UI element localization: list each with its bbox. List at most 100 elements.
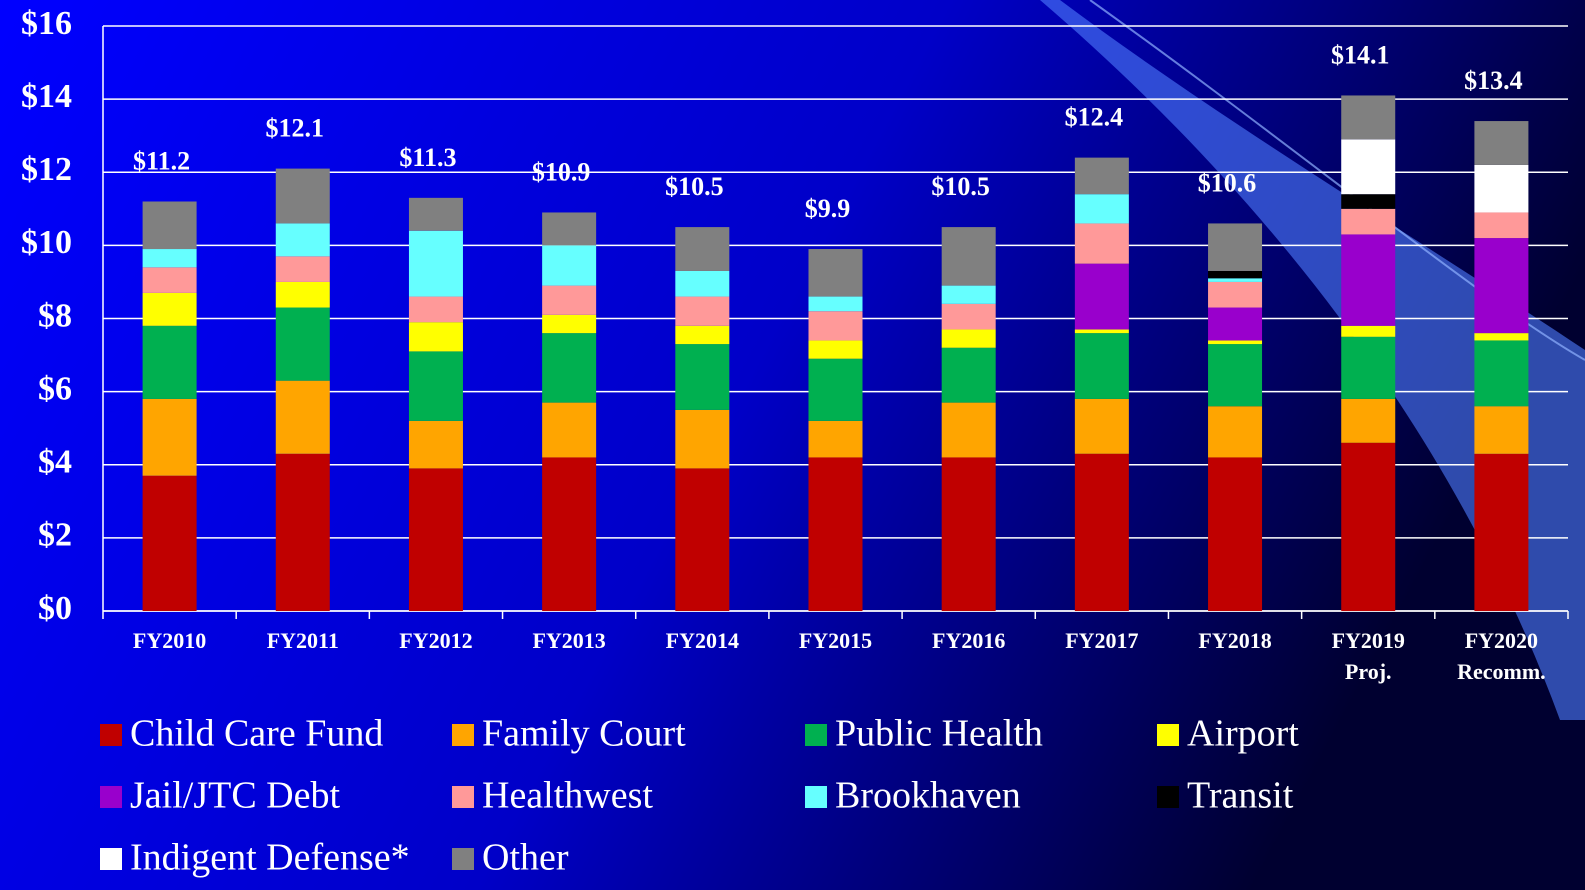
bar-segment [808, 249, 863, 297]
bar-segment [1341, 194, 1396, 209]
bar-segment [275, 168, 330, 224]
bar-segment [675, 325, 730, 345]
bar-segment [142, 267, 197, 293]
x-tick-label: FY2016 [932, 628, 1005, 653]
bar-segment [408, 322, 463, 352]
bar-segment [1074, 333, 1129, 399]
bar-segment [1341, 234, 1396, 326]
bar-segment [542, 402, 597, 458]
legend-swatch [1157, 724, 1179, 746]
bar-segment [808, 457, 863, 611]
legend-swatch [452, 724, 474, 746]
y-tick-label: $0 [38, 590, 72, 627]
bar-segment [1341, 208, 1396, 235]
y-tick-label: $6 [38, 370, 72, 407]
bar-segment [275, 453, 330, 611]
bar-segment [1474, 406, 1529, 454]
bar-segment [1074, 453, 1129, 611]
bar-segment [408, 468, 463, 611]
legend-swatch [100, 848, 122, 870]
legend-label: Other [482, 837, 569, 879]
bar-segment [1074, 263, 1129, 330]
legend-label: Brookhaven [835, 775, 1021, 817]
total-label: $10.6 [1198, 168, 1257, 197]
bar-segment [142, 475, 197, 611]
bar-segment [941, 347, 996, 403]
bar-segment [675, 270, 730, 297]
bar-segment [941, 402, 996, 458]
total-label: $11.3 [399, 143, 456, 172]
x-tick-label: FY2020 Recomm. [1457, 628, 1546, 684]
bar-segment [1208, 270, 1263, 279]
plot: $0 $2 $4 $6 $8 $10 $12 $14 $16 $11.2 FY2010 $12.1 FY… [21, 5, 1569, 879]
bar-segment [675, 468, 730, 611]
bar-segment [542, 285, 597, 315]
bar-segment [142, 325, 197, 399]
bar-segment [941, 227, 996, 286]
total-label: $13.4 [1464, 66, 1523, 95]
x-tick-label: FY2014 [666, 628, 739, 653]
bar-segment [808, 311, 863, 341]
bar-segment [1474, 121, 1529, 165]
bar-segment [542, 333, 597, 403]
bar-segment [1341, 139, 1396, 195]
y-tick-label: $2 [38, 517, 72, 554]
bar-segment [1341, 398, 1396, 443]
bar-segment [1074, 194, 1129, 224]
bar-segment [675, 227, 730, 271]
y-tick-label: $16 [21, 5, 72, 42]
x-tick-label: FY2011 [267, 628, 339, 653]
bar-segment [408, 197, 463, 231]
legend-swatch [452, 848, 474, 870]
total-label: $11.2 [133, 146, 190, 175]
x-tick-label: FY2012 [399, 628, 472, 653]
legend-label: Airport [1187, 713, 1299, 755]
bar-segment [1208, 344, 1263, 407]
y-tick-label: $14 [21, 78, 72, 115]
legend-swatch [1157, 786, 1179, 808]
bar-segment [941, 457, 996, 611]
bar-segment [275, 256, 330, 282]
total-label: $9.9 [805, 194, 851, 223]
bar-segment [1341, 325, 1396, 337]
bar-segment [941, 285, 996, 304]
x-tick-label: FY2017 [1065, 628, 1138, 653]
bar-segment [542, 212, 597, 246]
bar-segment [1474, 453, 1529, 611]
total-label: $12.1 [266, 114, 325, 143]
x-tick-label: FY2013 [532, 628, 605, 653]
bar-segment [1474, 340, 1529, 407]
legend-swatch [452, 786, 474, 808]
bar-segment [675, 296, 730, 326]
bar-segment [1474, 333, 1529, 341]
legend-swatch [805, 786, 827, 808]
bar-segment [675, 409, 730, 469]
bar-segment [808, 358, 863, 421]
x-tick-label: FY2019 Proj. [1332, 628, 1405, 684]
bar-segment [275, 223, 330, 257]
y-tick-label: $12 [21, 151, 72, 188]
bar-segment [142, 201, 197, 250]
bar-segment [1074, 398, 1129, 454]
bar-segment [542, 314, 597, 334]
bar-segment [941, 329, 996, 348]
bar-segment [1474, 212, 1529, 239]
bar-segment [408, 351, 463, 421]
bar-segment [142, 398, 197, 476]
bar-segment [1341, 95, 1396, 140]
bar-segment [1341, 442, 1396, 611]
bar-segment [408, 420, 463, 469]
total-label: $10.5 [665, 172, 724, 201]
bar-segment [542, 457, 597, 611]
legend-label: Public Health [835, 713, 1043, 755]
bar-segment [1074, 157, 1129, 195]
bar-segment [1074, 329, 1129, 334]
bar-segment [275, 380, 330, 454]
bar-segment [675, 344, 730, 410]
y-tick-label: $4 [38, 444, 72, 481]
bar-segment [1208, 278, 1263, 282]
legend-swatch [805, 724, 827, 746]
y-tick-label: $8 [38, 297, 72, 334]
